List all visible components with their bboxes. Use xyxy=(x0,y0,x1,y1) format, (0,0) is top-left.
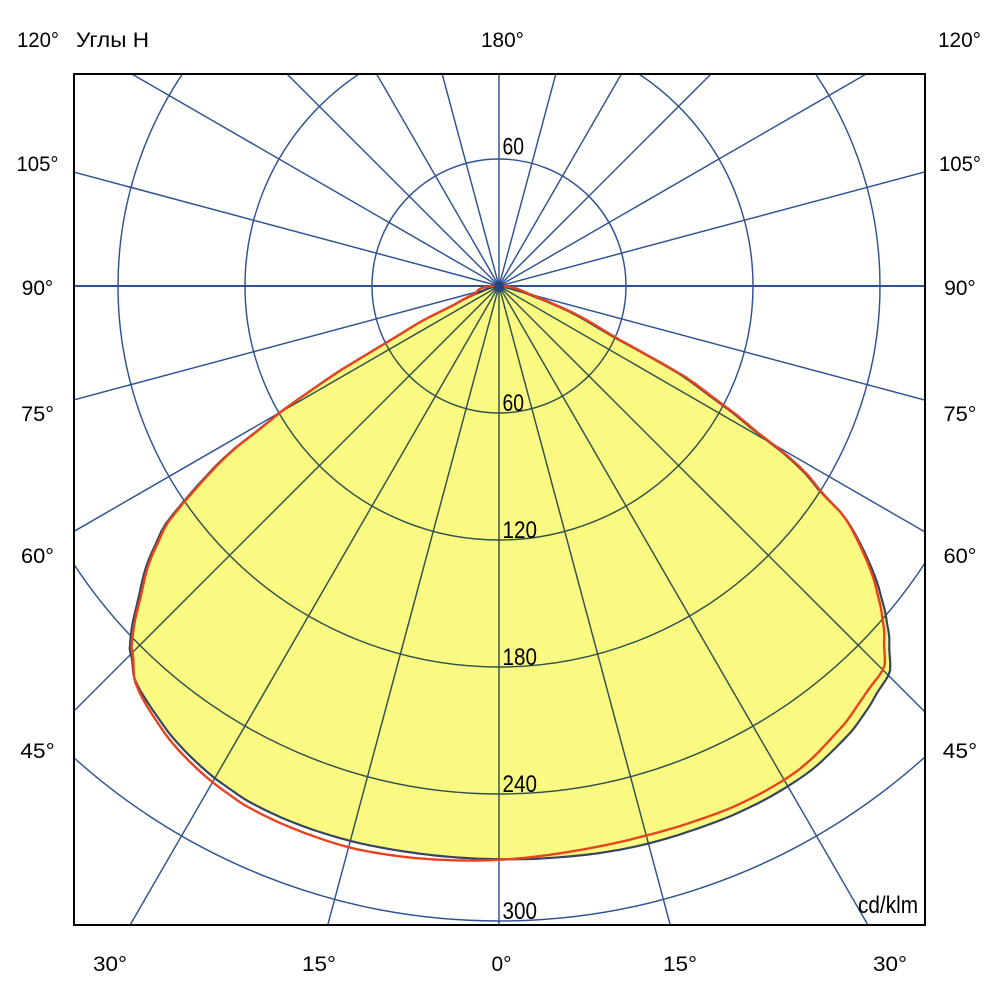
svg-text:75°: 75° xyxy=(21,402,54,426)
svg-text:Углы Н: Углы Н xyxy=(76,28,149,52)
svg-text:45°: 45° xyxy=(20,739,55,763)
svg-text:30°: 30° xyxy=(93,952,127,976)
svg-text:15°: 15° xyxy=(663,952,697,976)
svg-text:45°: 45° xyxy=(943,739,978,763)
svg-text:60: 60 xyxy=(503,390,525,417)
svg-text:0°: 0° xyxy=(492,952,512,976)
svg-text:120: 120 xyxy=(503,517,538,544)
svg-text:30°: 30° xyxy=(873,952,907,976)
svg-text:240: 240 xyxy=(503,771,538,798)
svg-text:90°: 90° xyxy=(22,276,54,300)
svg-text:180: 180 xyxy=(503,644,538,671)
svg-text:60: 60 xyxy=(503,134,525,161)
svg-text:cd/klm: cd/klm xyxy=(858,892,918,919)
svg-text:180°: 180° xyxy=(481,28,524,52)
svg-text:75°: 75° xyxy=(944,402,977,426)
svg-text:120°: 120° xyxy=(938,28,981,52)
svg-text:60°: 60° xyxy=(944,544,977,568)
svg-text:90°: 90° xyxy=(944,276,976,300)
svg-text:120°: 120° xyxy=(17,28,59,52)
svg-text:300: 300 xyxy=(503,898,538,925)
svg-text:105°: 105° xyxy=(17,152,59,176)
svg-text:60°: 60° xyxy=(21,544,54,568)
svg-text:15°: 15° xyxy=(302,952,336,976)
svg-text:105°: 105° xyxy=(939,152,981,176)
